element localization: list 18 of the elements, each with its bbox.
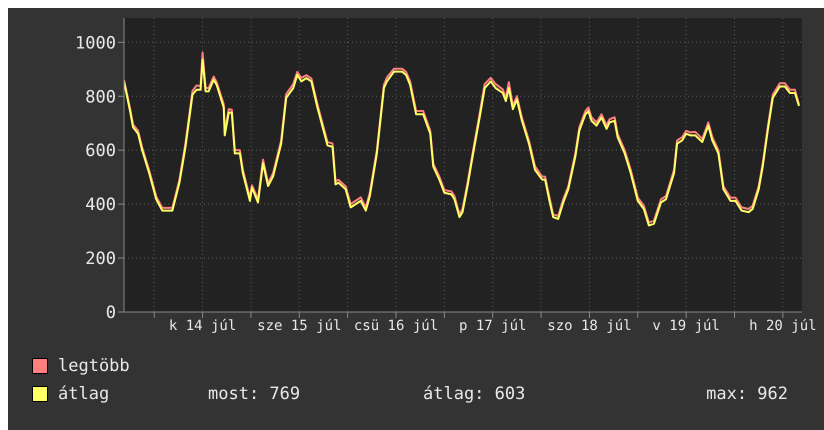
y-tick-label: 1000 (75, 33, 116, 54)
x-tick-label: v 19 júl (652, 318, 720, 334)
legend-label: átlag (58, 384, 110, 404)
text: max: 962 (705, 384, 788, 404)
x-tick-label: p 17 júl (459, 318, 526, 334)
y-tick-label: 400 (85, 195, 116, 216)
y-tick-label: 800 (85, 87, 116, 108)
x-tick-label: k 14 júl (168, 318, 236, 334)
x-tick-label: szo 18 júl (547, 318, 632, 334)
text: átlag: 603 (423, 384, 526, 404)
y-tick-label: 200 (85, 249, 116, 270)
text: most: 769 (208, 384, 302, 404)
x-tick-label: csü 16 júl (354, 318, 438, 334)
y-tick-label: 0 (106, 303, 116, 324)
x-tick-label: sze 15 júl (257, 318, 342, 334)
legend-label: legtöbb (58, 356, 131, 376)
x-tick-label: h 20 júl (749, 318, 817, 334)
y-tick-label: 600 (85, 141, 116, 162)
